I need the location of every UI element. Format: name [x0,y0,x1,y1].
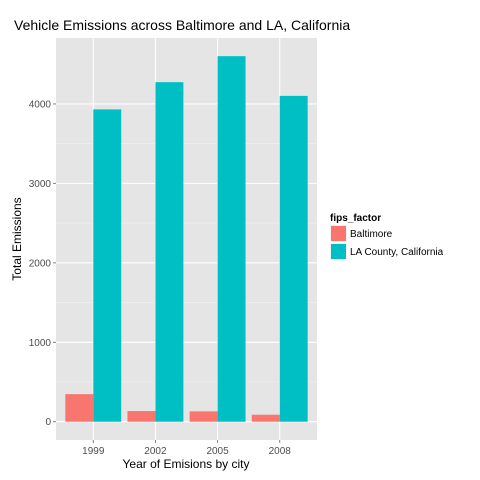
legend: fips_factor Baltimore LA County, Californ… [330,213,444,260]
chart-title: Vehicle Emissions across Baltimore and L… [14,17,350,33]
y-tick-label: 1000 [29,338,52,349]
y-axis: 0 1000 2000 3000 4000 [29,99,56,428]
y-axis-title: Total Emissions [10,197,24,280]
y-tick-label: 0 [45,417,51,428]
x-tick-label: 2005 [206,446,229,457]
legend-label: LA County, California [350,247,444,258]
x-tick-label: 2008 [269,446,292,457]
legend-items: Baltimore LA County, California [330,225,444,260]
bar-la-county-california-2002 [155,82,184,422]
bar-baltimore-1999 [65,394,94,422]
legend-label: Baltimore [350,229,393,240]
y-tick-label: 4000 [29,99,52,110]
bar-baltimore-2002 [127,411,156,422]
bars [65,56,308,422]
legend-key [331,244,346,259]
bar-la-county-california-2005 [217,56,246,422]
bar-la-county-california-2008 [279,95,308,422]
bar-la-county-california-1999 [93,109,122,422]
legend-key [331,226,346,241]
y-tick-label: 2000 [29,258,52,269]
x-tick-label: 1999 [82,446,105,457]
bar-baltimore-2008 [251,414,280,422]
legend-title: fips_factor [330,213,381,224]
x-axis: 1999 2002 2005 2008 [82,440,291,457]
x-tick-label: 2002 [144,446,167,457]
bar-baltimore-2005 [189,411,218,422]
y-tick-label: 3000 [29,179,52,190]
x-axis-title: Year of Emisions by city [123,457,250,471]
